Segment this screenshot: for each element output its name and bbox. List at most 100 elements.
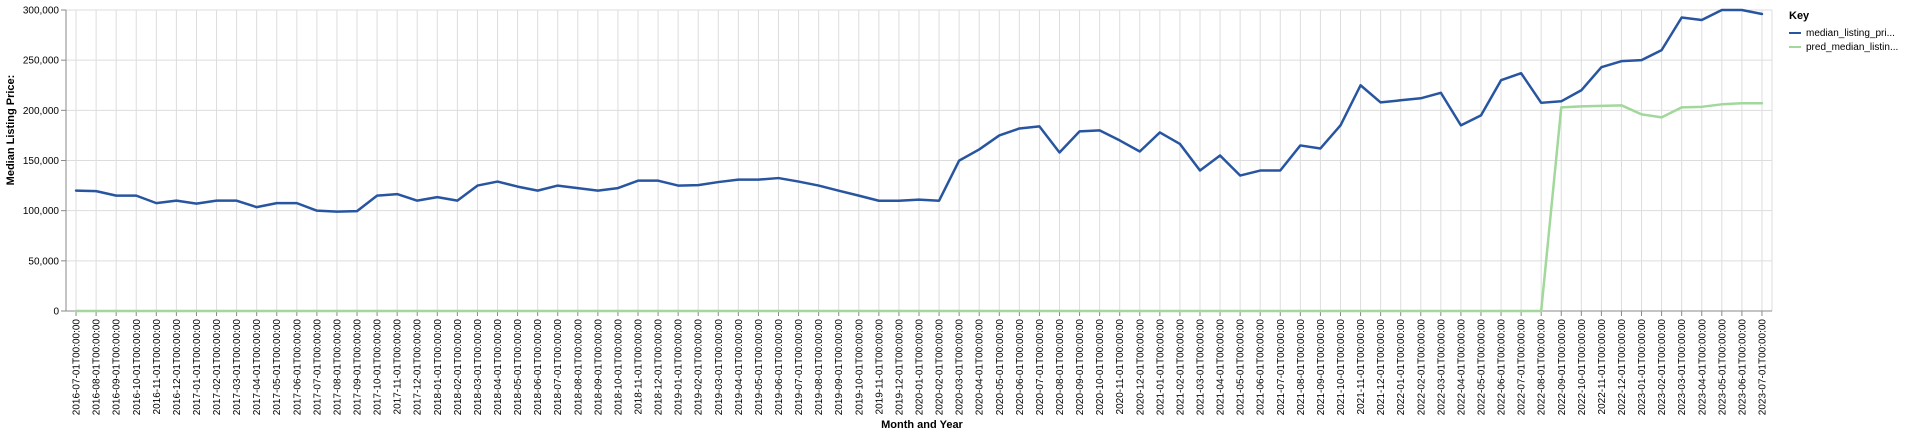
x-tick-label: 2019-11-01T00:00:00	[874, 319, 885, 415]
gridlines	[66, 9, 1773, 312]
x-tick-label: 2022-01-01T00:00:00	[1396, 319, 1407, 416]
x-tick-label: 2021-03-01T00:00:00	[1195, 319, 1206, 416]
x-tick-label: 2017-04-01T00:00:00	[252, 319, 263, 416]
x-tick-label: 2019-09-01T00:00:00	[834, 319, 845, 416]
x-tick-label: 2022-12-01T00:00:00	[1617, 319, 1628, 416]
x-tick-label: 2017-02-01T00:00:00	[212, 319, 223, 416]
x-tick-label: 2020-10-01T00:00:00	[1095, 319, 1106, 416]
x-tick-label: 2016-08-01T00:00:00	[92, 319, 103, 416]
x-tick-label: 2021-11-01T00:00:00	[1356, 319, 1367, 415]
x-tick-label: 2022-07-01T00:00:00	[1517, 319, 1528, 416]
x-tick-label: 2019-06-01T00:00:00	[774, 319, 785, 416]
y-tick-label: 100,000	[23, 206, 60, 217]
x-tick-label: 2019-10-01T00:00:00	[854, 319, 865, 416]
x-tick-label: 2022-03-01T00:00:00	[1436, 319, 1447, 416]
x-tick-label: 2019-05-01T00:00:00	[754, 319, 765, 416]
x-tick-label: 2019-03-01T00:00:00	[714, 319, 725, 416]
series-line-median-listing-price	[74, 8, 1764, 213]
x-tick-label: 2023-04-01T00:00:00	[1697, 319, 1708, 416]
x-tick-label: 2022-08-01T00:00:00	[1537, 319, 1548, 416]
x-tick-label: 2020-06-01T00:00:00	[1015, 319, 1026, 416]
x-tick-label: 2018-11-01T00:00:00	[634, 319, 645, 415]
legend-title: Key	[1789, 10, 1810, 22]
x-tick-label: 2018-01-01T00:00:00	[433, 319, 444, 416]
x-tick-label: 2017-09-01T00:00:00	[353, 319, 364, 416]
x-tick-label: 2020-05-01T00:00:00	[995, 319, 1006, 416]
x-tick-label: 2016-09-01T00:00:00	[112, 319, 123, 416]
series-line-pred-median-listing-price	[74, 102, 1764, 313]
x-tick-label: 2016-12-01T00:00:00	[172, 319, 183, 416]
x-tick-label: 2019-07-01T00:00:00	[794, 319, 805, 416]
x-tick-label: 2023-06-01T00:00:00	[1737, 319, 1748, 416]
x-tick-label: 2021-07-01T00:00:00	[1276, 319, 1287, 416]
x-tick-label: 2022-02-01T00:00:00	[1416, 319, 1427, 416]
x-tick-label: 2016-10-01T00:00:00	[132, 319, 143, 416]
x-tick-label: 2017-01-01T00:00:00	[192, 319, 203, 416]
x-tick-label: 2017-05-01T00:00:00	[272, 319, 283, 416]
x-tick-label: 2022-11-01T00:00:00	[1597, 319, 1608, 415]
x-tick-label: 2023-03-01T00:00:00	[1677, 319, 1688, 416]
x-tick-label: 2018-08-01T00:00:00	[573, 319, 584, 416]
x-tick-label: 2019-01-01T00:00:00	[674, 319, 685, 416]
x-tick-label: 2016-07-01T00:00:00	[72, 319, 83, 416]
y-axis-title: Median Listing Price:	[5, 75, 17, 186]
y-tick-label: 50,000	[28, 256, 59, 267]
x-tick-label: 2021-06-01T00:00:00	[1256, 319, 1267, 416]
x-tick-label: 2022-06-01T00:00:00	[1497, 319, 1508, 416]
x-tick-label: 2019-12-01T00:00:00	[894, 319, 905, 416]
legend-label-median: median_listing_pri...	[1806, 28, 1895, 39]
x-tick-label: 2021-12-01T00:00:00	[1376, 319, 1387, 416]
x-tick-label: 2021-05-01T00:00:00	[1236, 319, 1247, 416]
x-tick-label: 2023-05-01T00:00:00	[1717, 319, 1728, 416]
x-tick-label: 2018-12-01T00:00:00	[654, 319, 665, 416]
x-tick-label: 2021-10-01T00:00:00	[1336, 319, 1347, 416]
x-tick-label: 2017-06-01T00:00:00	[292, 319, 303, 416]
x-tick-label: 2018-07-01T00:00:00	[553, 319, 564, 416]
x-tick-label: 2018-09-01T00:00:00	[593, 319, 604, 416]
x-tick-label: 2020-04-01T00:00:00	[975, 319, 986, 416]
x-tick-label: 2020-01-01T00:00:00	[915, 319, 926, 416]
x-tick-label: 2020-09-01T00:00:00	[1075, 319, 1086, 416]
x-tick-label: 2020-11-01T00:00:00	[1115, 319, 1126, 415]
series-lines	[74, 8, 1764, 313]
y-tick-label: 250,000	[23, 56, 60, 67]
x-tick-label: 2022-05-01T00:00:00	[1476, 319, 1487, 416]
legend-label-pred: pred_median_listin...	[1806, 42, 1898, 53]
x-tick-label: 2021-04-01T00:00:00	[1216, 319, 1227, 416]
x-tick-label: 2018-02-01T00:00:00	[453, 319, 464, 416]
x-tick-label: 2017-03-01T00:00:00	[232, 319, 243, 416]
y-tick-label: 150,000	[23, 156, 60, 167]
axes: 0 50,000 100,000 150,000 200,000 250,000 300,0…	[23, 6, 1772, 416]
x-tick-label: 2020-02-01T00:00:00	[935, 319, 946, 416]
x-tick-label: 2018-05-01T00:00:00	[513, 319, 524, 416]
x-tick-label: 2017-08-01T00:00:00	[332, 319, 343, 416]
y-tick-label: 0	[53, 307, 59, 318]
y-tick-label: 300,000	[23, 6, 60, 17]
x-tick-label: 2022-09-01T00:00:00	[1557, 319, 1568, 416]
x-tick-label: 2019-02-01T00:00:00	[694, 319, 705, 416]
x-tick-label: 2019-08-01T00:00:00	[814, 319, 825, 416]
x-tick-label: 2023-07-01T00:00:00	[1757, 319, 1768, 416]
x-tick-label: 2021-09-01T00:00:00	[1316, 319, 1327, 416]
x-tick-label: 2021-08-01T00:00:00	[1296, 319, 1307, 416]
x-tick-label: 2023-02-01T00:00:00	[1657, 319, 1668, 416]
x-tick-label: 2018-10-01T00:00:00	[613, 319, 624, 416]
x-tick-label: 2020-08-01T00:00:00	[1055, 319, 1066, 416]
x-tick-label: 2017-10-01T00:00:00	[373, 319, 384, 416]
x-tick-label: 2020-03-01T00:00:00	[955, 319, 966, 416]
x-tick-label: 2021-01-01T00:00:00	[1155, 319, 1166, 416]
x-tick-label: 2018-04-01T00:00:00	[493, 319, 504, 416]
x-tick-label: 2019-04-01T00:00:00	[734, 319, 745, 416]
x-tick-label: 2017-12-01T00:00:00	[413, 319, 424, 416]
x-tick-label: 2021-02-01T00:00:00	[1175, 319, 1186, 416]
x-tick-label: 2023-01-01T00:00:00	[1637, 319, 1648, 416]
legend: Key median_listing_pri... pred_median_li…	[1789, 10, 1898, 53]
x-tick-label: 2018-06-01T00:00:00	[533, 319, 544, 416]
y-tick-label: 200,000	[23, 106, 60, 117]
x-tick-label: 2017-11-01T00:00:00	[393, 319, 404, 415]
x-tick-label: 2018-03-01T00:00:00	[473, 319, 484, 416]
x-tick-label: 2016-11-01T00:00:00	[152, 319, 163, 415]
x-tick-label: 2017-07-01T00:00:00	[312, 319, 323, 416]
